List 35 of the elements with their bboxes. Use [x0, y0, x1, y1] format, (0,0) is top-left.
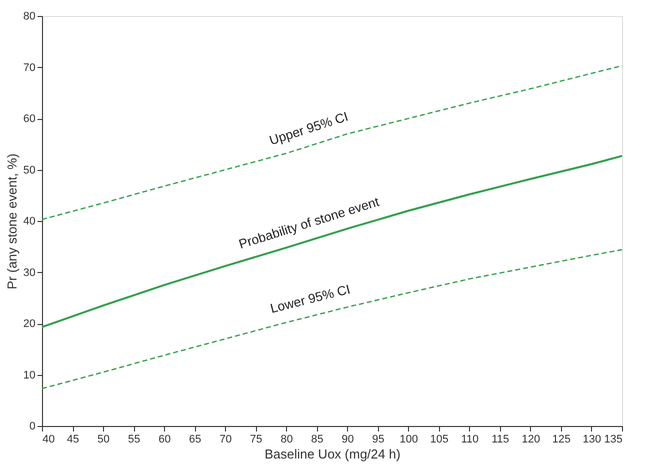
text: Upper 95% CI — [267, 108, 350, 148]
y-tick-label: 50 — [23, 164, 36, 176]
x-tick-label: 80 — [280, 434, 293, 446]
y-tick-label: 40 — [23, 216, 36, 228]
x-tick-label: 90 — [342, 434, 354, 446]
x-tick-label: 125 — [552, 434, 571, 446]
line-series — [41, 249, 623, 390]
y-tick-label: 80 — [23, 10, 36, 22]
x-tick-label: 65 — [189, 434, 202, 446]
x-tick-label: 100 — [400, 434, 418, 446]
x-tick-label: 115 — [492, 434, 510, 446]
x-axis-title: Baseline Uox (mg/24 h) — [264, 446, 400, 462]
y-tick-label: 30 — [23, 266, 36, 279]
x-tick-label: 130 — [582, 434, 602, 446]
y-tick-label: 70 — [23, 62, 36, 74]
x-tick-label: 40 — [42, 434, 55, 446]
x-tick-label: 50 — [97, 434, 110, 446]
x-tick-label: 55 — [128, 434, 140, 446]
x-tick-label: 60 — [158, 434, 171, 446]
y-tick-label: 20 — [23, 318, 36, 330]
x-tick-label: 120 — [522, 434, 540, 446]
x-tick-label: 85 — [311, 434, 324, 446]
line-series — [41, 154, 623, 328]
y-tick-label: 60 — [23, 113, 36, 125]
x-tick-label: 45 — [66, 434, 80, 446]
x-tick-label: 110 — [461, 434, 479, 446]
x-tick-label: 75 — [250, 434, 262, 446]
text: Lower 95% CI — [268, 281, 352, 316]
y-tick-label: 10 — [23, 369, 36, 382]
y-tick-label: 0 — [29, 420, 36, 432]
x-tick-label: 70 — [220, 434, 232, 446]
x-tick-label: 95 — [372, 434, 384, 446]
x-tick-label: 135 — [604, 434, 622, 446]
x-tick-label: 105 — [430, 434, 449, 446]
y-axis-title: Pr (any stone event, %) — [4, 154, 20, 290]
